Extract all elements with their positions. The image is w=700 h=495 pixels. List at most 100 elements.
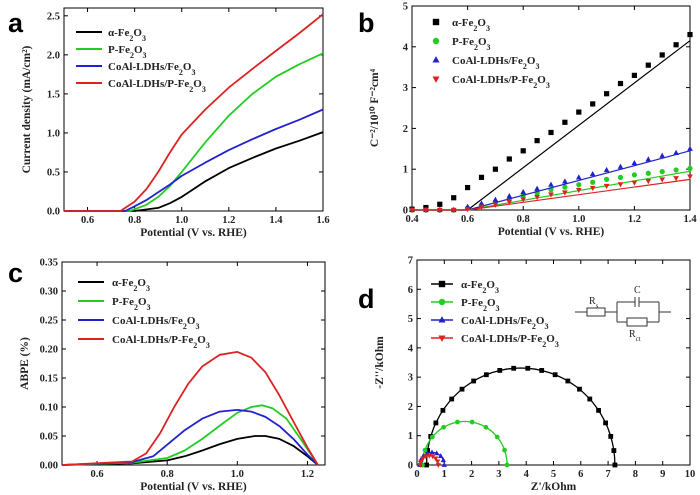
circuit-label-rct: Rct	[629, 329, 641, 343]
legend-marker	[438, 298, 446, 306]
data-point	[589, 185, 596, 192]
data-point	[433, 420, 439, 426]
y-tick-label: 3	[403, 83, 408, 94]
legend-marker	[432, 56, 440, 63]
data-point	[434, 450, 440, 456]
legend-label: α-Fe2O3	[108, 27, 146, 43]
x-tick-label: 1.2	[301, 469, 314, 480]
y-tick-label: 4	[408, 343, 414, 354]
data-point	[611, 448, 617, 453]
x-tick-label: 0.8	[517, 214, 530, 225]
x-tick-label: 0.6	[461, 214, 474, 225]
x-tick-label: 1.2	[222, 215, 235, 226]
data-point	[575, 187, 582, 194]
data-point	[520, 188, 527, 195]
panel-letter-a: a	[8, 8, 24, 38]
data-point	[562, 190, 568, 196]
x-tick-label: 0.6	[81, 215, 94, 226]
plot-frame	[61, 261, 326, 466]
y-tick-label: 7	[408, 256, 413, 267]
y-tick-label: 0.35	[40, 258, 58, 269]
legend-marker	[432, 76, 440, 83]
series-line	[61, 404, 319, 466]
data-point	[465, 184, 471, 191]
legend-label: P-Fe2O3	[461, 297, 500, 313]
data-point	[590, 179, 596, 185]
data-point	[562, 119, 568, 125]
data-point	[603, 183, 610, 190]
data-point	[409, 207, 415, 214]
x-tick-label: 1.0	[231, 469, 244, 480]
data-point	[425, 448, 431, 453]
data-point	[437, 201, 443, 207]
x-axis-label: Potential (V vs. RHE)	[140, 481, 247, 493]
x-tick-label: 6	[578, 469, 583, 480]
series-line	[61, 435, 319, 466]
data-point	[520, 148, 526, 154]
data-point	[449, 396, 455, 402]
data-point	[534, 138, 540, 144]
data-point	[612, 462, 618, 468]
y-tick-label: 5	[408, 314, 413, 325]
y-tick-label: 3	[408, 373, 413, 384]
data-point	[617, 174, 624, 180]
data-point	[604, 176, 610, 182]
data-point	[673, 176, 679, 182]
y-tick-label: 0.10	[40, 403, 58, 414]
legend-label: CoAl-LDHs/Fe2O3	[461, 315, 548, 331]
x-tick-label: 8	[633, 469, 638, 480]
data-point	[441, 424, 447, 430]
data-point	[673, 167, 679, 173]
legend-label: CoAl-LDHs/P-Fe2O3	[452, 74, 550, 90]
y-tick-label: 2	[408, 402, 413, 413]
data-point	[435, 463, 441, 468]
legend-label: P-Fe2O3	[112, 296, 151, 312]
data-point	[673, 42, 679, 48]
data-point	[548, 192, 554, 198]
data-point	[631, 172, 638, 178]
data-point	[617, 163, 624, 169]
y-tick-label: 1.5	[47, 89, 60, 100]
data-point	[429, 434, 435, 440]
data-point	[492, 196, 499, 202]
legend-label: P-Fe2O3	[108, 44, 147, 60]
x-tick-label: 1.4	[683, 214, 697, 225]
data-point	[576, 109, 582, 115]
x-tick-label: 2	[469, 469, 474, 480]
legend-marker	[438, 280, 446, 288]
y-tick-label: 2.5	[47, 11, 60, 22]
data-point	[506, 199, 513, 205]
data-point	[506, 156, 512, 162]
data-point	[673, 149, 679, 155]
x-axis-label: Potential (V vs. RHE)	[498, 226, 605, 238]
legend-label: CoAl-LDHs/P-Fe2O3	[108, 78, 206, 94]
x-tick-label: 7	[605, 469, 610, 480]
y-tick-label: 0.5	[47, 167, 60, 178]
data-point	[464, 207, 471, 213]
series-line	[64, 52, 324, 212]
data-point	[575, 174, 582, 180]
data-point	[687, 31, 693, 38]
data-point	[502, 447, 507, 453]
data-point	[440, 457, 447, 463]
y-tick-label: 0	[408, 461, 413, 472]
x-tick-label: 0.8	[161, 469, 174, 480]
legend-marker	[432, 18, 440, 26]
x-axis-label: Z'/kOhm	[531, 481, 577, 493]
data-point	[631, 72, 637, 78]
fit-curve	[425, 367, 616, 466]
x-tick-label: 0.4	[405, 214, 419, 225]
data-point	[504, 462, 510, 468]
y-tick-label: 1.0	[47, 128, 60, 139]
y-tick-label: 2.0	[47, 50, 60, 61]
data-point	[420, 456, 426, 462]
panel-letter-b: b	[358, 8, 375, 38]
data-point	[423, 454, 429, 460]
y-tick-label: 5	[403, 2, 408, 13]
data-point	[492, 202, 499, 208]
y-tick-label: 0.0	[47, 207, 60, 218]
panel-letter-c: c	[8, 258, 23, 288]
y-tick-label: 0	[403, 206, 408, 217]
y-tick-label: 0.15	[40, 374, 58, 385]
